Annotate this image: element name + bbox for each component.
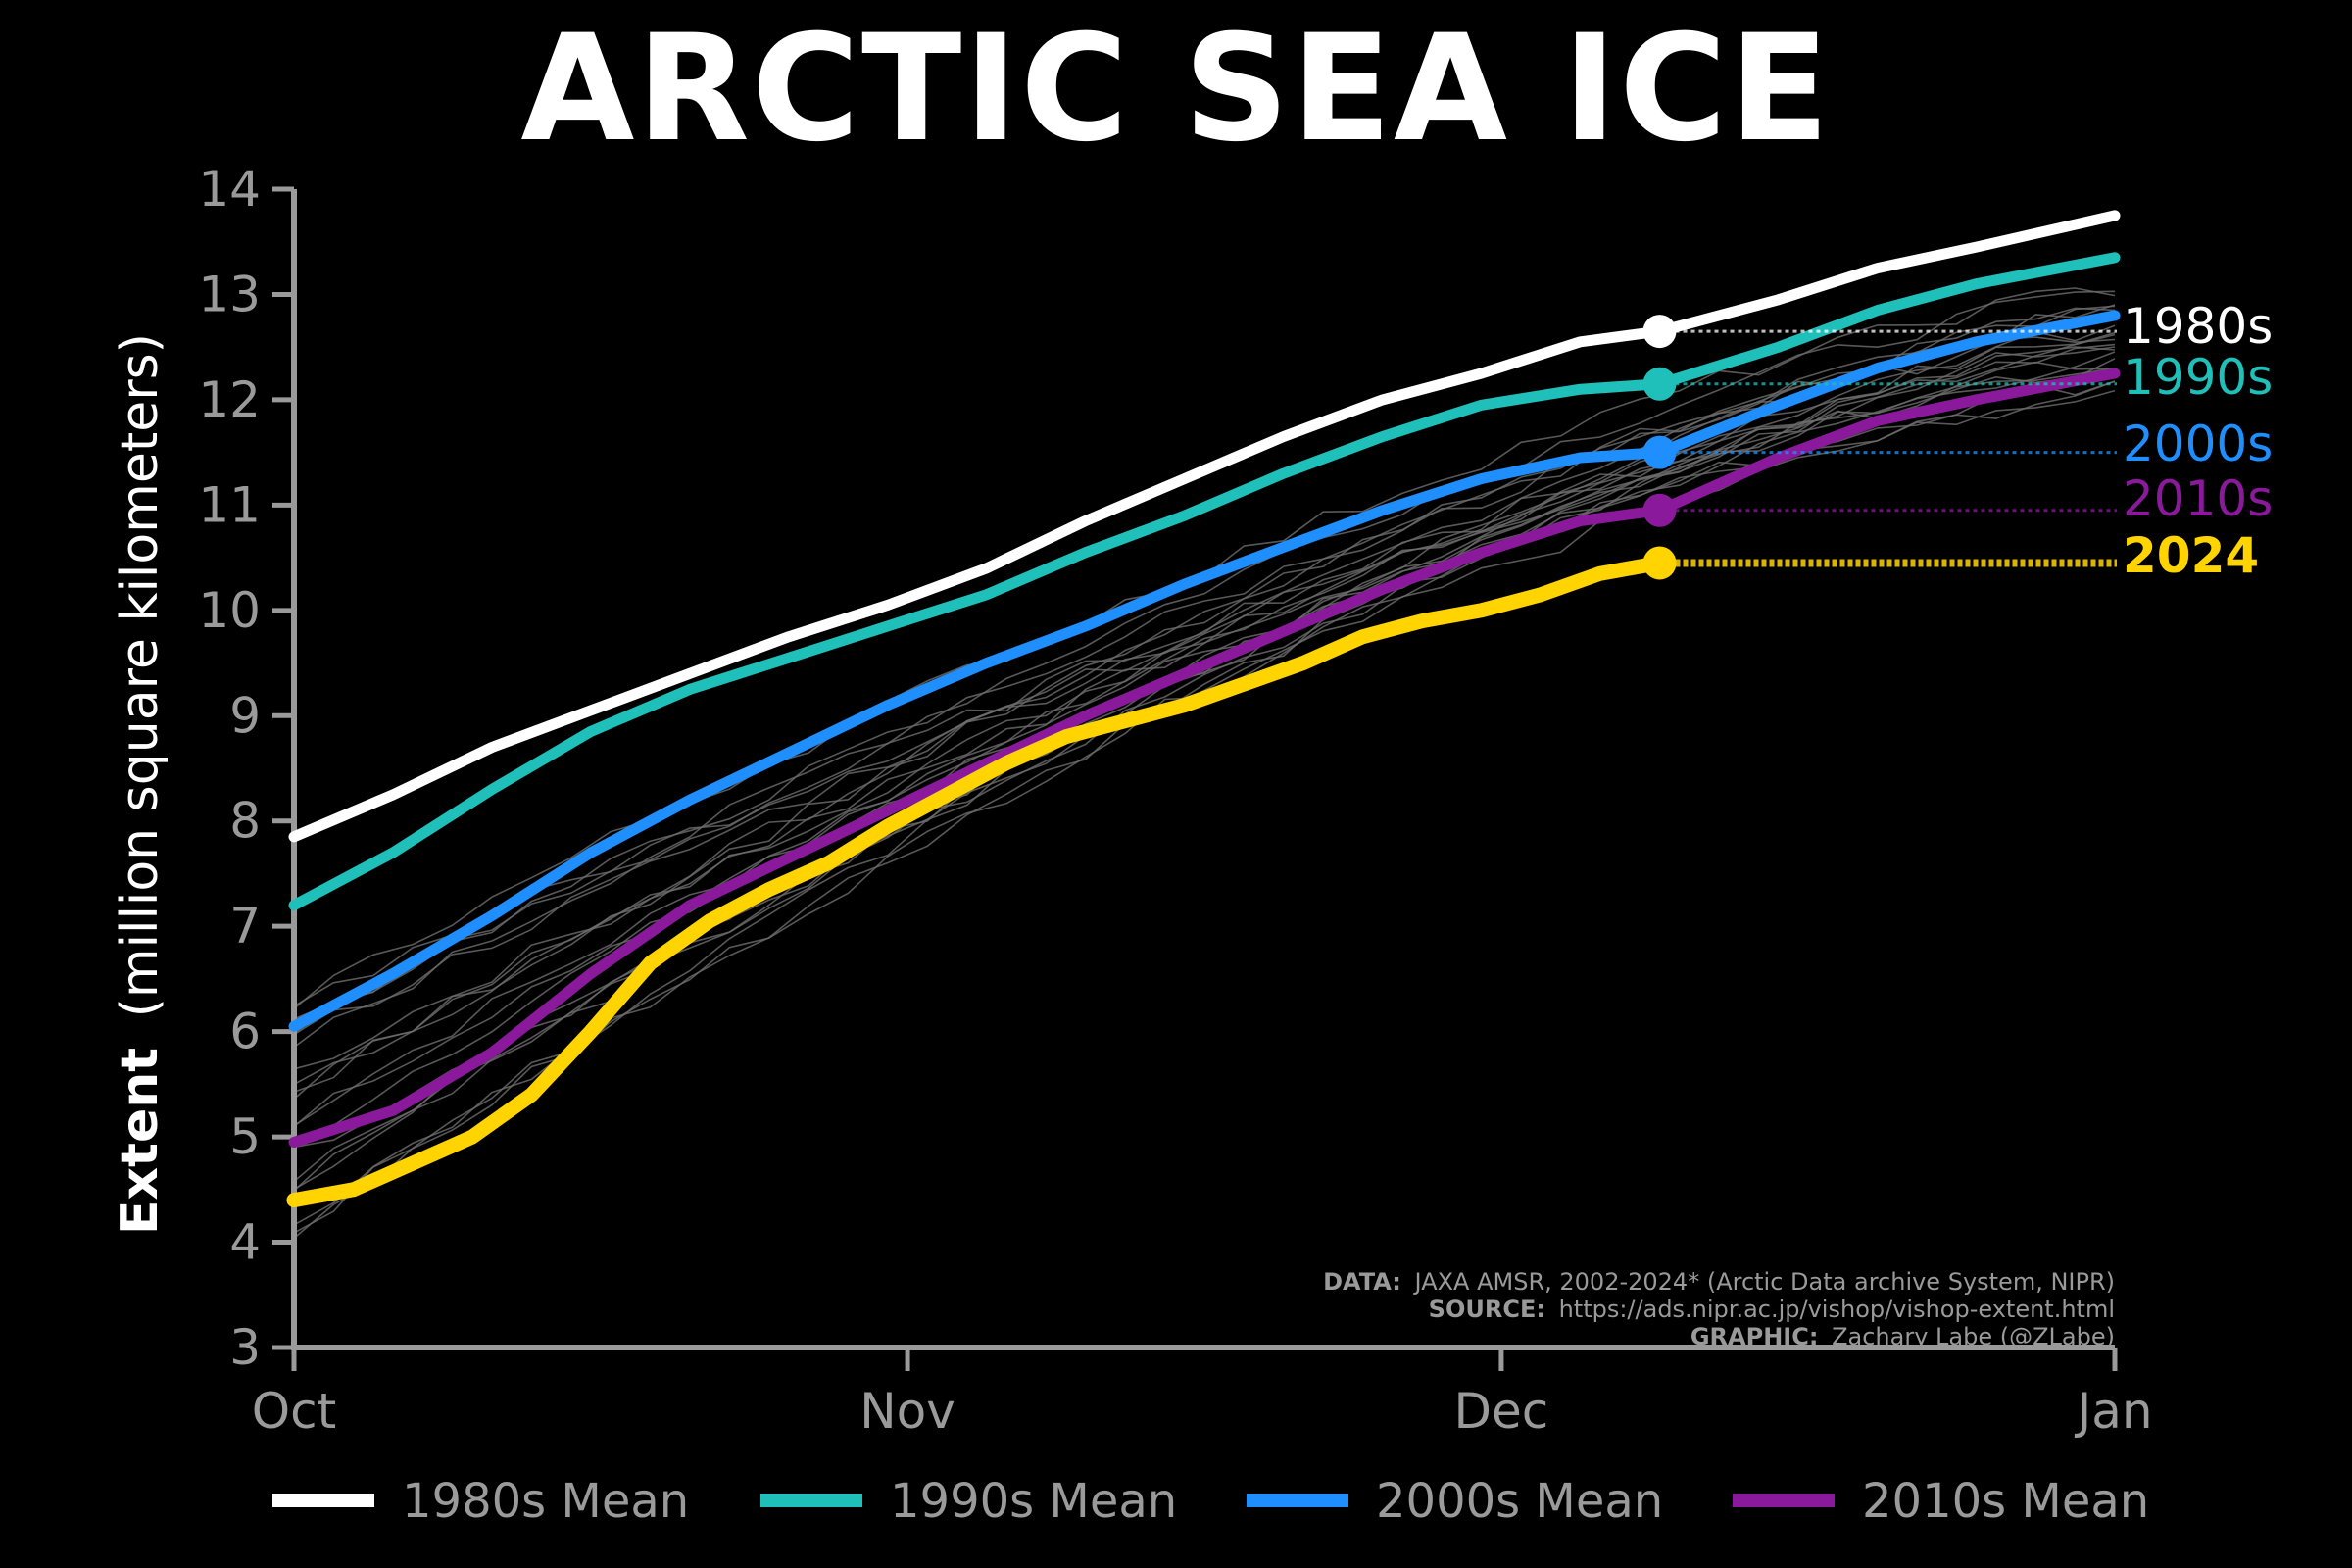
year-line xyxy=(293,358,2116,1036)
credit-graphic: GRAPHIC: Zachary Labe (@ZLabe) xyxy=(1690,1323,2115,1350)
axes-group: 3 4 5 6 7 8 9 10 11 12 13 14 Oct Nov Dec Jan xyxy=(198,161,2152,1440)
end-label-2000s: 2000s xyxy=(2123,416,2273,472)
y-axis-label: Extent (million square kilometers) xyxy=(111,333,170,1235)
year-line xyxy=(293,343,2116,1226)
y-tick-label: 13 xyxy=(198,266,261,322)
legend-label: 1980s Mean xyxy=(402,1474,689,1529)
year-line xyxy=(293,380,2116,1149)
year-line xyxy=(293,305,2116,1094)
credit-data: DATA: JAXA AMSR, 2002-2024* (Arctic Data… xyxy=(1323,1268,2115,1296)
x-tick-label: Dec xyxy=(1454,1383,1549,1440)
marker-1980s xyxy=(1642,315,1677,349)
legend-label: 2000s Mean xyxy=(1376,1474,1663,1529)
credit-source-label: SOURCE: xyxy=(1429,1296,1545,1323)
x-tick-label: Jan xyxy=(2074,1383,2152,1440)
y-tick-label: 5 xyxy=(229,1108,261,1165)
credits: DATA: JAXA AMSR, 2002-2024* (Arctic Data… xyxy=(1323,1268,2115,1350)
y-tick-label: 6 xyxy=(229,1004,261,1060)
credit-data-label: DATA: xyxy=(1323,1268,1401,1296)
y-tick-label: 3 xyxy=(229,1319,261,1376)
y-axis-label-bold: Extent xyxy=(111,1048,170,1235)
marker-2024 xyxy=(1642,546,1677,580)
y-tick-label: 9 xyxy=(229,687,261,744)
year-line xyxy=(293,336,2116,1035)
y-tick-label: 11 xyxy=(198,476,261,533)
marker-2000s xyxy=(1642,435,1677,469)
end-label-2024: 2024 xyxy=(2123,527,2259,584)
legend: 1980s Mean 1990s Mean 2000s Mean 2010s Mean xyxy=(272,1474,2149,1529)
series-line-2010s xyxy=(288,368,2121,1148)
series-line-2000s xyxy=(288,310,2121,1032)
credit-graphic-label: GRAPHIC: xyxy=(1690,1323,1819,1350)
legend-label: 2010s Mean xyxy=(1862,1474,2149,1529)
marker-2010s xyxy=(1642,493,1677,527)
series-line-1990s xyxy=(288,252,2121,911)
credit-source-text: https://ads.nipr.ac.jp/vishop/vishop-ext… xyxy=(1559,1296,2115,1323)
credit-source: SOURCE: https://ads.nipr.ac.jp/vishop/vi… xyxy=(1429,1296,2115,1323)
end-label-2010s: 2010s xyxy=(2123,470,2273,527)
series-lines-group xyxy=(286,210,2121,1208)
end-label-1980s: 1980s xyxy=(2123,298,2273,355)
year-line xyxy=(293,290,2116,1049)
chart-title: ARCTIC SEA ICE xyxy=(520,4,1832,174)
year-line xyxy=(293,346,2116,1192)
legend-label: 1990s Mean xyxy=(890,1474,1177,1529)
y-tick-label: 7 xyxy=(229,898,261,955)
y-tick-label: 8 xyxy=(229,793,261,850)
y-axis-label-rest: (million square kilometers) xyxy=(111,333,170,1017)
y-tick-label: 4 xyxy=(229,1214,261,1271)
marker-1990s xyxy=(1642,367,1677,401)
series-line-1980s xyxy=(288,210,2121,843)
credit-data-text: JAXA AMSR, 2002-2024* (Arctic Data archi… xyxy=(1413,1268,2115,1296)
credit-graphic-text: Zachary Labe (@ZLabe) xyxy=(1832,1323,2115,1350)
y-tick-label: 10 xyxy=(198,582,261,639)
x-tick-label: Oct xyxy=(252,1383,336,1440)
x-tick-label: Nov xyxy=(859,1383,956,1440)
y-tick-label: 14 xyxy=(198,161,261,218)
series-line-2024 xyxy=(286,556,1667,1208)
year-line xyxy=(293,307,2116,1240)
y-tick-label: 12 xyxy=(198,371,261,428)
end-label-1990s: 1990s xyxy=(2123,349,2273,406)
